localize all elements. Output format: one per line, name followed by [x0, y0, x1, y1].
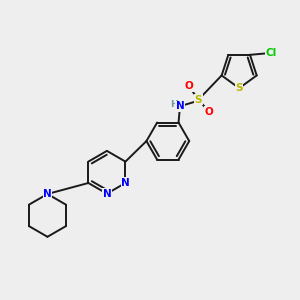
Text: S: S [236, 83, 243, 93]
Text: S: S [195, 95, 202, 105]
Text: O: O [184, 81, 193, 91]
Text: N: N [103, 189, 111, 199]
Text: H: H [170, 100, 177, 109]
Text: N: N [121, 178, 130, 188]
Text: N: N [43, 189, 52, 199]
Text: Cl: Cl [265, 48, 276, 59]
Text: N: N [176, 101, 184, 111]
Text: O: O [205, 106, 213, 117]
